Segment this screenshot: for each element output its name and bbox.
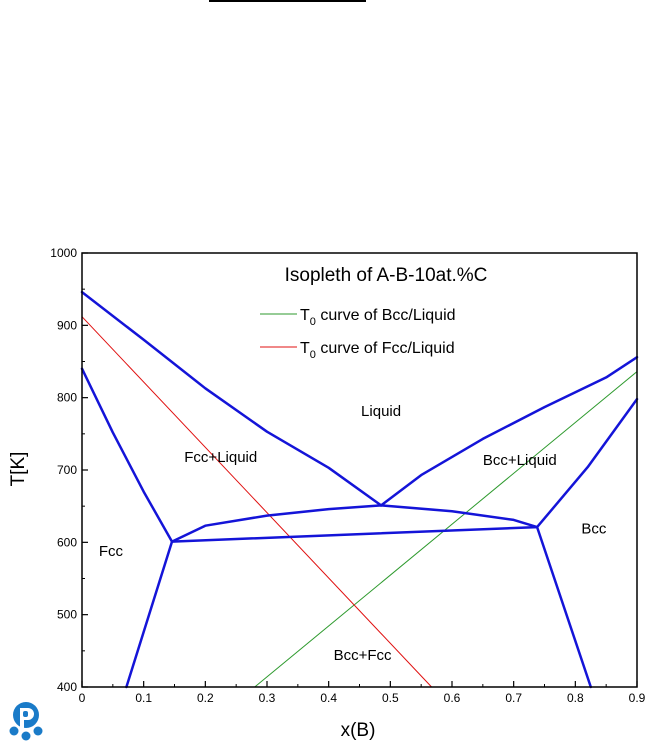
phase-label-2: Bcc+Liquid: [483, 452, 557, 469]
chart-legend: T0 curve of Bcc/Liquid T0 curve of Fcc/Li…: [260, 307, 456, 361]
y-tick-label-4: 800: [57, 391, 77, 405]
series-line-3: [379, 355, 639, 507]
y-tick-label-5: 900: [57, 318, 77, 332]
phase-label-1: Fcc+Liquid: [184, 449, 257, 466]
series-line-5: [125, 540, 174, 689]
phase-label-5: Bcc+Fcc: [334, 647, 392, 664]
phase-label-4: Bcc: [581, 521, 607, 538]
y-tick-label-1: 500: [57, 608, 77, 622]
x-axis-label: x(B): [341, 720, 376, 741]
series-line-8: [535, 397, 639, 529]
series-line-7: [170, 504, 539, 543]
x-tick-label-1: 0.1: [135, 691, 152, 705]
x-tick-label-3: 0.3: [259, 691, 276, 705]
x-tick-label-5: 0.5: [382, 691, 399, 705]
y-tick-label-0: 400: [57, 680, 77, 694]
chart-axes: 0 0.1 0.2 0.3 0.4 0.5 0.6 0.7 0.8 0.9 400 500 600 700…: [50, 246, 645, 705]
y-axis-label: T[K]: [8, 452, 29, 487]
x-tick-label-4: 0.4: [320, 691, 337, 705]
legend-label-0: T0 curve of Bcc/Liquid: [300, 307, 456, 328]
y-tick-label-2: 600: [57, 535, 77, 549]
phase-labels: Liquid Fcc+Liquid Bcc+Liquid Fcc Bcc Bcc+Fcc: [99, 403, 607, 664]
legend-label-1: T0 curve of Fcc/Liquid: [300, 340, 455, 361]
series-line-1: [81, 316, 433, 688]
x-tick-label-8: 0.8: [567, 691, 584, 705]
x-tick-label-6: 0.6: [444, 691, 461, 705]
phase-label-3: Fcc: [99, 543, 124, 560]
series-line-6: [170, 525, 539, 543]
y-tick-label-6: 1000: [50, 246, 77, 260]
y-tick-label-3: 700: [57, 463, 77, 477]
x-tick-label-9: 0.9: [629, 691, 646, 705]
x-tick-label-2: 0.2: [197, 691, 214, 705]
x-tick-label-0: 0: [79, 691, 86, 705]
top-rule-line: [209, 0, 366, 2]
series-line-2: [80, 290, 383, 507]
phase-label-0: Liquid: [361, 403, 401, 420]
chart-series: [80, 290, 639, 689]
series-line-9: [535, 525, 593, 689]
series-line-0: [254, 371, 638, 688]
series-line-4: [80, 367, 174, 543]
x-tick-label-7: 0.7: [505, 691, 522, 705]
chart-title: Isopleth of A-B-10at.%C: [285, 265, 488, 286]
pandat-logo-icon: [9, 702, 43, 741]
